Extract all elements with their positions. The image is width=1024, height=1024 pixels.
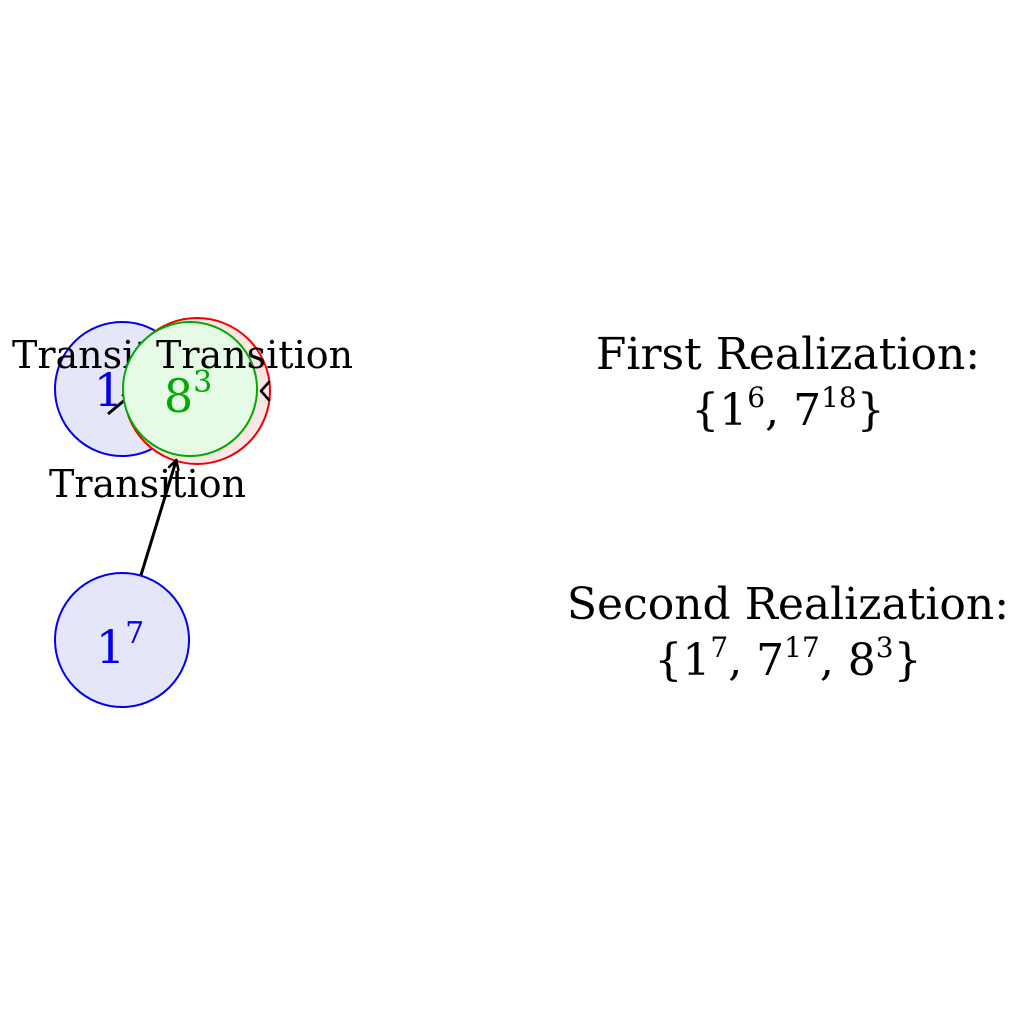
set-term-exponent: 3 — [875, 631, 894, 665]
first-realization-set: {16, 718} — [691, 381, 885, 436]
node-top-blue-base: 1 — [94, 363, 123, 417]
set-term-base: 8 — [847, 635, 876, 686]
set-term-exponent: 18 — [821, 381, 857, 415]
edge-arrow-right — [259, 380, 271, 402]
node-bottom-blue-base: 1 — [96, 620, 125, 674]
second-realization: Second Realization: {17, 717, 83} — [548, 577, 1024, 689]
set-term-base: 7 — [756, 635, 785, 686]
node-top-green-base: 8 — [164, 369, 193, 423]
first-realization: First Realization: {16, 718} — [548, 327, 1024, 439]
node-top-green-exp: 3 — [193, 365, 212, 400]
node-bottom-blue-exp: 7 — [125, 616, 144, 651]
first-realization-title: First Realization: — [595, 329, 981, 380]
second-realization-set: {17, 717, 83} — [654, 631, 922, 686]
edge-label-bottom: Transition — [49, 462, 246, 506]
svg-text:17: 17 — [96, 616, 144, 674]
set-term-base: 7 — [793, 385, 822, 436]
set-term-exponent: 7 — [710, 631, 729, 665]
set-term-exponent: 6 — [747, 381, 766, 415]
second-realization-title: Second Realization: — [566, 579, 1010, 630]
set-term-base: 1 — [682, 635, 711, 686]
svg-text:83: 83 — [164, 365, 212, 423]
edge-label-right: Transition — [156, 333, 353, 377]
set-term-exponent: 17 — [784, 631, 820, 665]
node-top-green: 83 — [122, 321, 258, 457]
edge-arrow-bottom — [139, 461, 176, 576]
set-term-base: 1 — [719, 385, 748, 436]
node-bottom-blue: 17 — [54, 572, 190, 708]
